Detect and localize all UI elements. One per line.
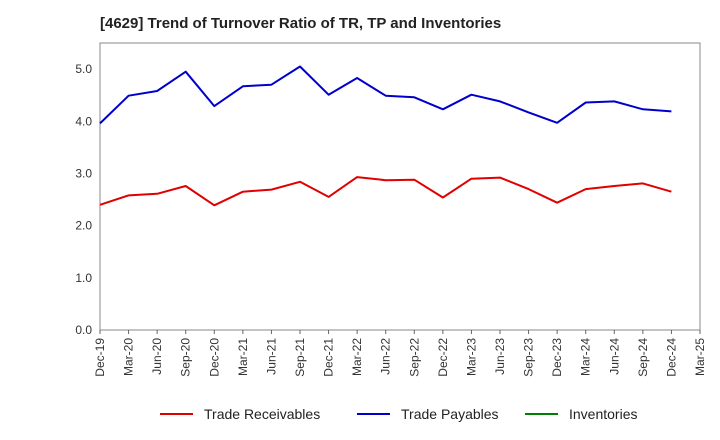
legend-label-inventories: Inventories	[569, 406, 637, 422]
legend-label-trade-payables: Trade Payables	[401, 406, 499, 422]
x-tick-label: Jun-22	[379, 338, 393, 375]
axes	[99, 42, 701, 334]
x-tick-label: Jun-21	[264, 338, 278, 375]
x-tick-label: Jun-24	[607, 338, 621, 375]
tick-labels: 0.0 1.0 2.0 3.0 4.0 5.0 Dec-19 Mar-20 Jun-20 Sep-…	[75, 62, 707, 377]
y-tick-label: 4.0	[75, 114, 92, 128]
x-tick-label: Mar-25	[693, 338, 707, 376]
y-tick-label: 2.0	[75, 219, 92, 233]
x-tick-label: Dec-23	[550, 338, 564, 377]
x-tick-label: Dec-20	[207, 338, 221, 377]
chart-title: [4629] Trend of Turnover Ratio of TR, TP…	[100, 15, 502, 32]
legend: Trade Receivables Trade Payables Inventori…	[160, 406, 637, 422]
y-tick-label: 1.0	[75, 271, 92, 285]
x-tick-label: Mar-22	[350, 338, 364, 376]
x-tick-label: Sep-20	[179, 338, 193, 377]
plot-area	[99, 42, 701, 331]
x-tick-label: Sep-21	[293, 338, 307, 377]
x-tick-label: Dec-19	[93, 338, 107, 377]
x-tick-label: Dec-24	[664, 338, 678, 377]
x-tick-label: Mar-23	[464, 338, 478, 376]
x-tick-label: Jun-20	[150, 338, 164, 375]
x-tick-label: Dec-21	[322, 338, 336, 377]
x-tick-label: Mar-21	[236, 338, 250, 376]
y-tick-label: 3.0	[75, 166, 92, 180]
y-tick-label: 5.0	[75, 62, 92, 76]
series-line-trade-payables	[99, 65, 672, 125]
x-tick-label: Sep-24	[636, 338, 650, 377]
x-tick-label: Sep-23	[522, 338, 536, 377]
x-tick-label: Mar-24	[579, 338, 593, 376]
y-tick-label: 0.0	[75, 323, 92, 337]
x-tick-label: Jun-23	[493, 338, 507, 375]
x-tick-label: Dec-22	[436, 338, 450, 377]
legend-label-trade-receivables: Trade Receivables	[204, 406, 320, 422]
x-tick-label: Mar-20	[122, 338, 136, 376]
x-tick-label: Sep-22	[407, 338, 421, 377]
series-lines	[99, 65, 672, 207]
series-line-trade-receivables	[99, 176, 672, 207]
